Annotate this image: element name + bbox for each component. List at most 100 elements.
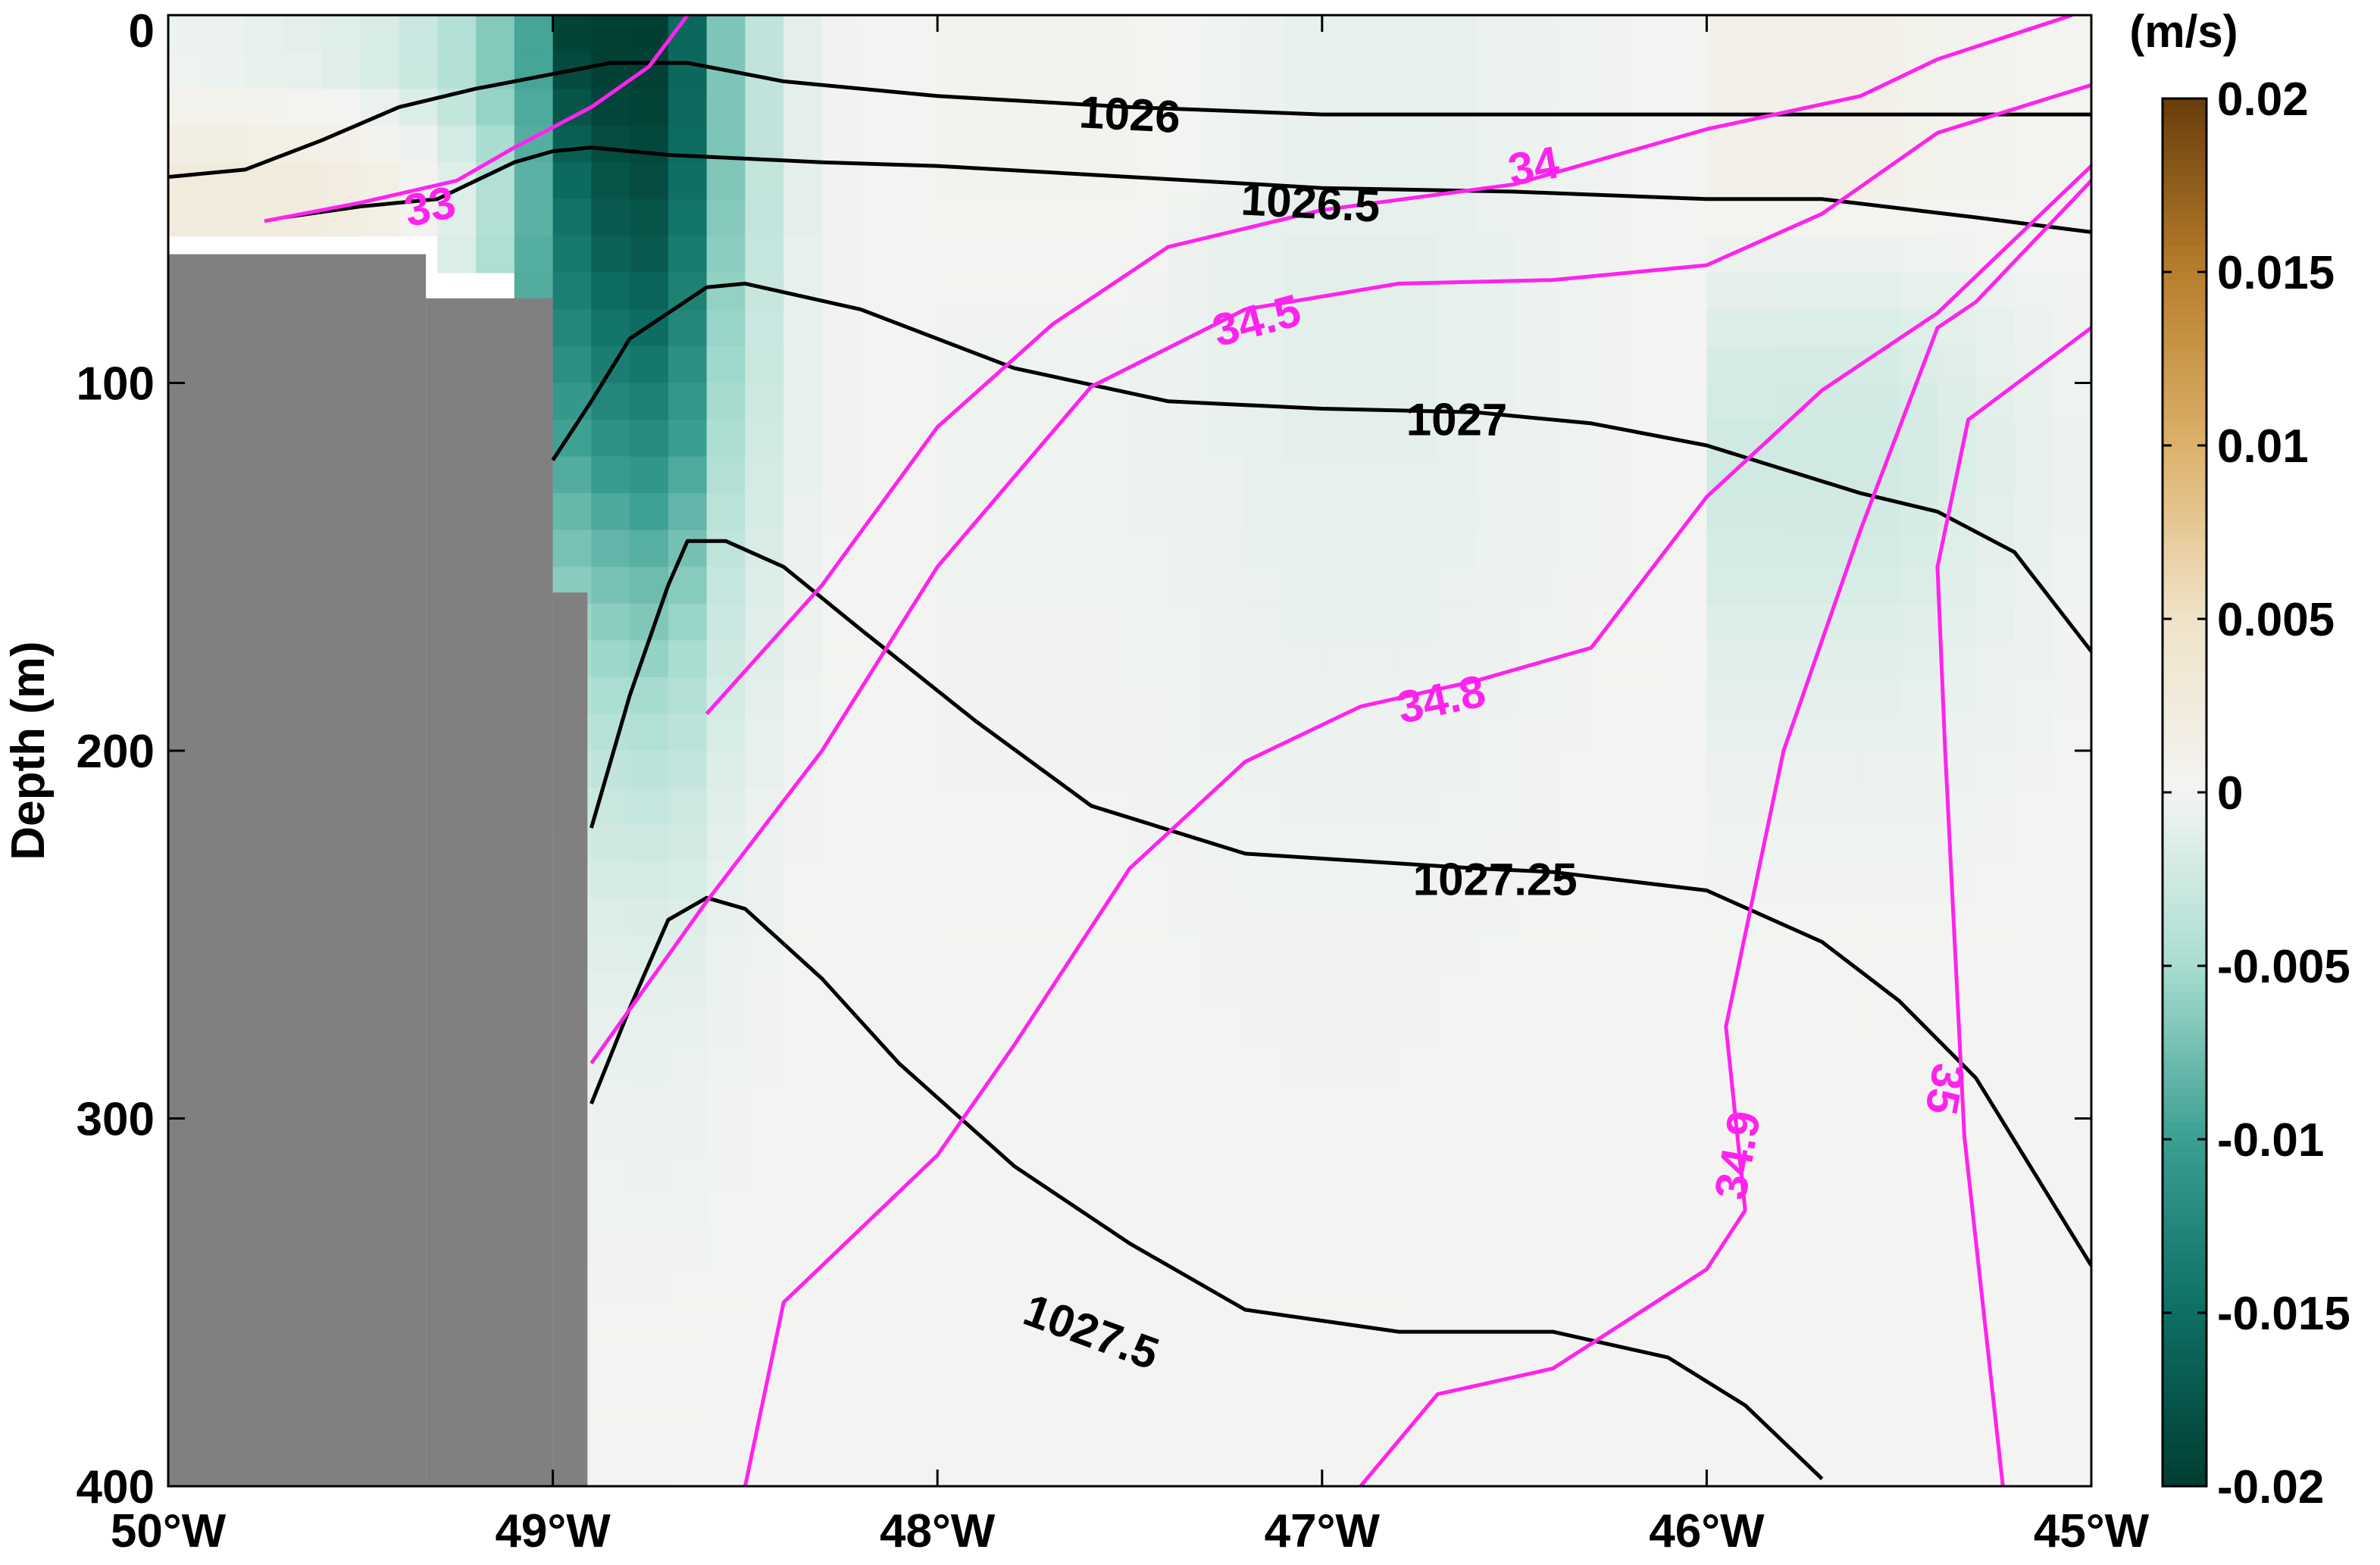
velocity-cell	[1591, 309, 1631, 347]
velocity-cell	[821, 861, 862, 898]
velocity-cell	[899, 345, 938, 384]
y-tick-label: 0	[129, 5, 155, 58]
velocity-cell	[2053, 1045, 2091, 1082]
velocity-cell	[1245, 162, 1284, 200]
velocity-cell	[1437, 1265, 1477, 1303]
colorbar-swatch	[2163, 358, 2206, 368]
velocity-cell	[1052, 861, 1093, 898]
velocity-cell	[821, 236, 862, 273]
density-contour-line	[590, 895, 1824, 1481]
velocity-cell	[1206, 420, 1246, 458]
velocity-cell	[976, 676, 1015, 715]
velocity-cell	[1899, 1339, 1938, 1377]
velocity-cell	[1168, 309, 1208, 347]
velocity-cell	[1399, 1007, 1438, 1046]
velocity-cell	[1783, 345, 1823, 384]
velocity-cell	[1014, 934, 1054, 973]
velocity-cell	[1245, 1155, 1284, 1193]
velocity-cell	[591, 1229, 630, 1267]
velocity-cell	[1206, 567, 1246, 604]
velocity-cell	[1475, 529, 1515, 568]
velocity-cell	[1091, 971, 1131, 1009]
velocity-cell	[1975, 1339, 2016, 1377]
velocity-cell	[1553, 125, 1592, 164]
velocity-cell	[2014, 309, 2054, 347]
velocity-cell	[706, 1082, 746, 1120]
velocity-cell	[783, 1155, 823, 1193]
velocity-cell	[821, 420, 862, 458]
velocity-cell	[783, 1339, 823, 1377]
velocity-cell	[976, 603, 1015, 642]
colorbar-swatch	[2163, 159, 2206, 169]
velocity-cell	[1629, 714, 1669, 751]
velocity-cell	[1899, 529, 1938, 568]
velocity-cell	[668, 52, 708, 89]
colorbar-swatch	[2163, 549, 2206, 559]
velocity-cell	[2053, 236, 2091, 273]
velocity-cell	[591, 1412, 630, 1451]
velocity-cell	[1437, 125, 1477, 164]
velocity-cell	[821, 1118, 862, 1156]
colorbar-swatch	[2163, 1200, 2206, 1210]
y-tick-label: 400	[77, 1461, 155, 1513]
velocity-cell	[745, 1045, 784, 1082]
velocity-cell	[2014, 1412, 2054, 1451]
velocity-cell	[1321, 824, 1362, 862]
velocity-cell	[860, 383, 900, 420]
velocity-cell	[1245, 603, 1284, 642]
velocity-cell	[1245, 420, 1284, 458]
velocity-cell	[1514, 824, 1554, 862]
velocity-cell	[1437, 420, 1477, 458]
velocity-cell	[1014, 714, 1054, 751]
velocity-cell	[706, 1302, 746, 1340]
velocity-cell	[591, 824, 630, 862]
velocity-cell	[1591, 934, 1631, 973]
velocity-cell	[1975, 603, 2016, 642]
velocity-cell	[783, 383, 823, 420]
velocity-cell	[937, 89, 977, 127]
velocity-cell	[1514, 15, 1554, 53]
velocity-cell	[1975, 714, 2016, 751]
velocity-cell	[1591, 714, 1631, 751]
velocity-cell	[1130, 529, 1169, 568]
velocity-cell	[1206, 52, 1246, 89]
velocity-cell	[2014, 934, 2054, 973]
velocity-cell	[1822, 824, 1862, 862]
salinity-contour-line	[590, 83, 2091, 1065]
colorbar-swatch	[2163, 836, 2206, 845]
velocity-cell	[899, 971, 938, 1009]
velocity-cell	[1937, 787, 1977, 825]
velocity-cell	[1783, 1302, 1823, 1340]
colorbar-swatch	[2163, 1313, 2206, 1323]
velocity-cell	[1937, 162, 1977, 200]
velocity-cell	[937, 603, 977, 642]
contour-label: 1026.5	[1240, 173, 1381, 232]
velocity-cell	[1745, 1376, 1784, 1413]
colorbar-swatch	[2163, 193, 2206, 204]
velocity-cell	[1899, 934, 1938, 973]
velocity-cell	[1245, 787, 1284, 825]
velocity-cell	[1899, 824, 1938, 862]
velocity-cell	[1206, 1007, 1246, 1046]
velocity-cell	[706, 567, 746, 604]
velocity-cell	[1629, 751, 1669, 789]
colorbar-swatch	[2163, 376, 2206, 386]
velocity-cell	[1553, 15, 1592, 53]
velocity-cell	[1014, 971, 1054, 1009]
velocity-cell	[1399, 272, 1438, 311]
velocity-cell	[1360, 125, 1400, 164]
velocity-cell	[1321, 787, 1362, 825]
velocity-cell	[1168, 1376, 1208, 1413]
velocity-cell	[1130, 1265, 1169, 1303]
velocity-cell	[1399, 1045, 1438, 1082]
velocity-cell	[1399, 1265, 1438, 1303]
velocity-cell	[1822, 309, 1862, 347]
velocity-cell	[976, 272, 1015, 311]
velocity-cell	[1052, 1118, 1093, 1156]
velocity-cell	[1822, 420, 1862, 458]
velocity-cell	[668, 309, 708, 347]
velocity-cell	[1091, 309, 1131, 347]
velocity-cell	[1168, 198, 1208, 237]
velocity-cell	[706, 1192, 746, 1229]
colorbar-swatch	[2163, 887, 2206, 898]
